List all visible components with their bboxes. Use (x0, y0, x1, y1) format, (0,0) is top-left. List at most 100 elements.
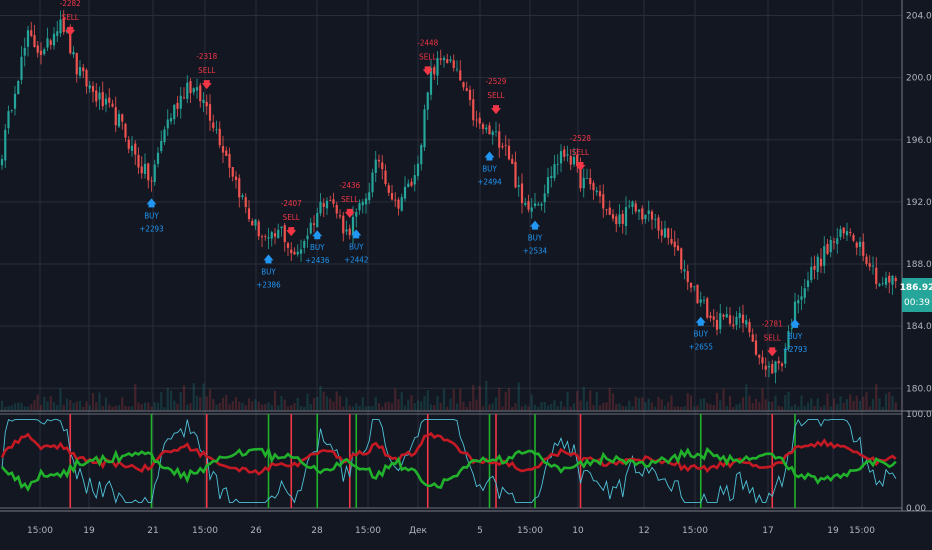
sell-label: SELL (419, 52, 436, 61)
volume-bar (322, 391, 325, 410)
candle (182, 87, 186, 100)
candle (270, 230, 273, 247)
candle (621, 209, 624, 234)
candle (849, 228, 852, 237)
volume-bar (195, 395, 199, 410)
volume-bar (13, 403, 17, 410)
volume-bar (121, 397, 124, 410)
buy-signal: BUY +2293 (139, 198, 164, 233)
candle (49, 38, 52, 50)
price-candles[interactable] (0, 9, 897, 384)
volume-bar (173, 400, 176, 410)
volume-bar (303, 406, 306, 410)
volume-bar (598, 405, 602, 410)
candle (725, 306, 728, 319)
candle (481, 122, 485, 135)
volume-bar (153, 402, 156, 410)
volume-bar (413, 403, 416, 410)
candle (524, 197, 527, 207)
candle (75, 52, 78, 83)
candle (787, 325, 790, 352)
candle (550, 166, 553, 188)
candle (862, 233, 865, 262)
candle (0, 154, 4, 170)
candle (442, 55, 446, 68)
candle (439, 49, 442, 65)
volume-bar (260, 404, 264, 410)
candle (36, 40, 39, 58)
candle (4, 124, 7, 169)
candle (88, 80, 91, 93)
candle (114, 96, 117, 133)
volume-bar (163, 406, 166, 410)
candle (397, 197, 400, 216)
candle (566, 145, 569, 162)
volume-bar (127, 406, 130, 410)
volume-bar (758, 402, 761, 410)
candle (868, 255, 871, 271)
volume-bar (845, 398, 849, 410)
volume-bar (345, 397, 348, 410)
candle (780, 361, 784, 372)
sell-pnl: -2448 (417, 38, 438, 47)
volume-bar (309, 403, 312, 410)
volume-bar (377, 403, 381, 410)
volume-bar (316, 396, 319, 410)
candle (361, 199, 364, 214)
candle (186, 75, 189, 104)
volume-bar (810, 398, 813, 410)
volume-bar (891, 395, 894, 410)
volume-bar (69, 400, 72, 410)
volume-bar (394, 388, 397, 410)
candle (286, 241, 290, 257)
volume-bar (332, 401, 335, 410)
volume-bar (147, 402, 150, 410)
volume-bar (676, 406, 680, 410)
volume-bar (446, 406, 449, 410)
volume-bar (875, 383, 878, 410)
buy-label: BUY (144, 211, 159, 220)
candle (488, 122, 491, 135)
volume-bar (156, 402, 160, 410)
candle (585, 168, 589, 180)
volume-bar (433, 405, 436, 410)
candle (199, 82, 202, 108)
volume-bar (777, 405, 780, 410)
buy-label: BUY (261, 267, 276, 276)
candle (91, 81, 95, 103)
candle (598, 184, 602, 204)
volume-bar (280, 395, 283, 410)
volume-bar (449, 398, 452, 410)
volume-bar (680, 406, 683, 410)
volume-bar (254, 399, 257, 410)
sell-label: SELL (487, 91, 504, 100)
volume-bar (374, 397, 377, 410)
candle (368, 182, 371, 205)
sell-signal: SELL -2448 (417, 38, 439, 76)
volume-bar (787, 391, 790, 410)
candle (881, 276, 884, 287)
candle (72, 46, 75, 58)
candle (553, 155, 556, 182)
candle (293, 247, 296, 255)
candle (611, 209, 615, 222)
candle (17, 79, 20, 95)
oscillator-pane[interactable] (0, 414, 897, 508)
candle (702, 295, 706, 305)
candle (806, 271, 810, 292)
candle (325, 197, 329, 215)
candle (384, 164, 387, 187)
candle (303, 239, 306, 254)
candle (403, 176, 407, 202)
volume-bar (17, 402, 20, 410)
candle (751, 328, 754, 342)
volume-bar (719, 400, 722, 410)
sell-label: SELL (764, 333, 781, 342)
candle (888, 272, 891, 294)
candle (706, 296, 709, 320)
candle (641, 205, 644, 225)
candle (790, 318, 793, 334)
volume-bar (485, 380, 488, 410)
candle (332, 192, 335, 208)
